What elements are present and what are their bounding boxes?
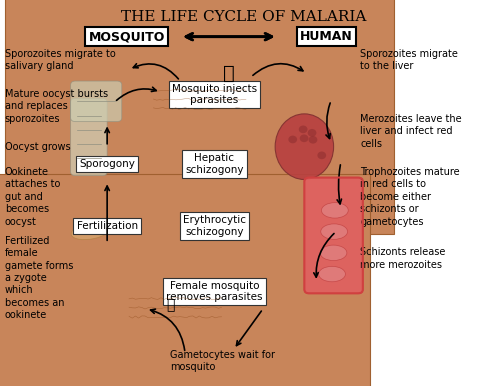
Text: MOSQUITO: MOSQUITO (89, 30, 165, 43)
Text: Gametocytes wait for
mosquito: Gametocytes wait for mosquito (170, 350, 276, 372)
FancyBboxPatch shape (5, 0, 394, 234)
Text: Female mosquito
removes parasites: Female mosquito removes parasites (166, 281, 262, 302)
Ellipse shape (315, 203, 341, 218)
Text: Hepatic
schizogony: Hepatic schizogony (185, 153, 244, 175)
Ellipse shape (311, 245, 338, 261)
Text: Trophozoites mature
in red cells to
become either
schizonts or
gametocytes: Trophozoites mature in red cells to beco… (360, 167, 460, 227)
Text: Fertilized
female
gamete forms
a zygote
which
becomes an
ookinete: Fertilized female gamete forms a zygote … (5, 236, 73, 320)
Ellipse shape (303, 144, 312, 152)
Text: 🦟: 🦟 (223, 64, 235, 83)
Text: THE LIFE CYCLE OF MALARIA: THE LIFE CYCLE OF MALARIA (121, 10, 366, 24)
Ellipse shape (71, 222, 112, 240)
Text: 🦟: 🦟 (166, 298, 175, 312)
Text: Sporozoites migrate to
salivary gland: Sporozoites migrate to salivary gland (5, 49, 115, 71)
FancyBboxPatch shape (304, 178, 363, 293)
Text: Oocyst grows: Oocyst grows (5, 142, 71, 152)
Text: Sporogony: Sporogony (79, 159, 135, 169)
Text: Merozoites leave the
liver and infect red
cells: Merozoites leave the liver and infect re… (360, 114, 462, 149)
Ellipse shape (275, 114, 334, 179)
Text: Schizonts release
more merozoites: Schizonts release more merozoites (360, 247, 446, 270)
Ellipse shape (315, 266, 341, 282)
FancyBboxPatch shape (71, 81, 122, 122)
FancyBboxPatch shape (71, 98, 107, 176)
Ellipse shape (296, 134, 305, 142)
Text: HUMAN: HUMAN (300, 30, 353, 43)
Ellipse shape (285, 128, 294, 136)
Text: Sporozoites migrate
to the liver: Sporozoites migrate to the liver (360, 49, 458, 71)
Text: Fertilization: Fertilization (76, 221, 138, 231)
FancyBboxPatch shape (0, 174, 370, 386)
Ellipse shape (289, 129, 298, 137)
Text: Erythrocytic
schizogony: Erythrocytic schizogony (183, 215, 246, 237)
Text: Mature oocyst bursts
and replaces
sporozoites: Mature oocyst bursts and replaces sporoz… (5, 89, 108, 124)
Ellipse shape (330, 224, 356, 239)
Ellipse shape (291, 160, 300, 168)
Ellipse shape (284, 131, 293, 139)
Text: Ookinete
attaches to
gut and
becomes
oocyst: Ookinete attaches to gut and becomes ooc… (5, 167, 60, 227)
Text: Mosquito injects
parasites: Mosquito injects parasites (172, 84, 257, 105)
